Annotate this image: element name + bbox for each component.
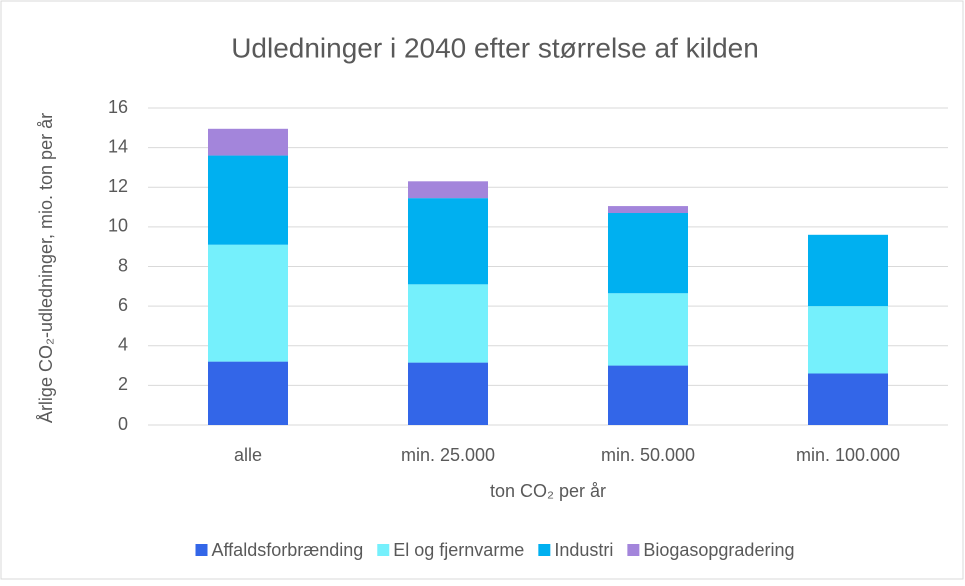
bar-segment bbox=[408, 198, 488, 285]
legend-label: Biogasopgradering bbox=[643, 540, 794, 560]
bar-segment bbox=[208, 361, 288, 425]
bar-segment bbox=[208, 128, 288, 156]
legend-swatch bbox=[627, 544, 640, 556]
y-tick-label: 0 bbox=[118, 414, 128, 434]
y-tick-label: 14 bbox=[108, 136, 128, 156]
chart-title: Udledninger i 2040 efter størrelse af ki… bbox=[231, 32, 759, 63]
legend-swatch bbox=[195, 544, 208, 556]
bar-segment bbox=[608, 365, 688, 425]
legend-label: El og fjernvarme bbox=[393, 540, 524, 560]
x-tick-label: min. 100.000 bbox=[796, 445, 900, 465]
legend-label: Industri bbox=[554, 540, 613, 560]
bar-segment bbox=[608, 293, 688, 366]
y-tick-label: 12 bbox=[108, 176, 128, 196]
bar-segment bbox=[208, 155, 288, 245]
y-tick-label: 8 bbox=[118, 255, 128, 275]
x-tick-label: alle bbox=[234, 445, 262, 465]
bar-segment bbox=[408, 362, 488, 425]
bar-segment bbox=[208, 244, 288, 362]
x-tick-label: min. 50.000 bbox=[601, 445, 695, 465]
y-tick-label: 6 bbox=[118, 295, 128, 315]
y-tick-label: 4 bbox=[118, 335, 128, 355]
y-tick-label: 10 bbox=[108, 216, 128, 236]
x-axis-label: ton CO₂ per år bbox=[490, 481, 606, 501]
bar-segment bbox=[408, 181, 488, 199]
legend-swatch bbox=[377, 544, 390, 556]
y-axis-label: Årlige CO₂-udledninger, mio. ton per år bbox=[36, 113, 56, 423]
bar-segment bbox=[808, 234, 888, 307]
x-tick-label: min. 25.000 bbox=[401, 445, 495, 465]
legend-label: Affaldsforbrænding bbox=[212, 540, 364, 560]
bar-segment bbox=[808, 373, 888, 425]
bar-segment bbox=[608, 213, 688, 294]
bar-segment bbox=[808, 306, 888, 374]
bar-segment bbox=[608, 206, 688, 214]
y-tick-label: 2 bbox=[118, 374, 128, 394]
y-tick-label: 16 bbox=[108, 97, 128, 117]
legend-swatch bbox=[538, 544, 551, 556]
bar-segment bbox=[408, 284, 488, 363]
